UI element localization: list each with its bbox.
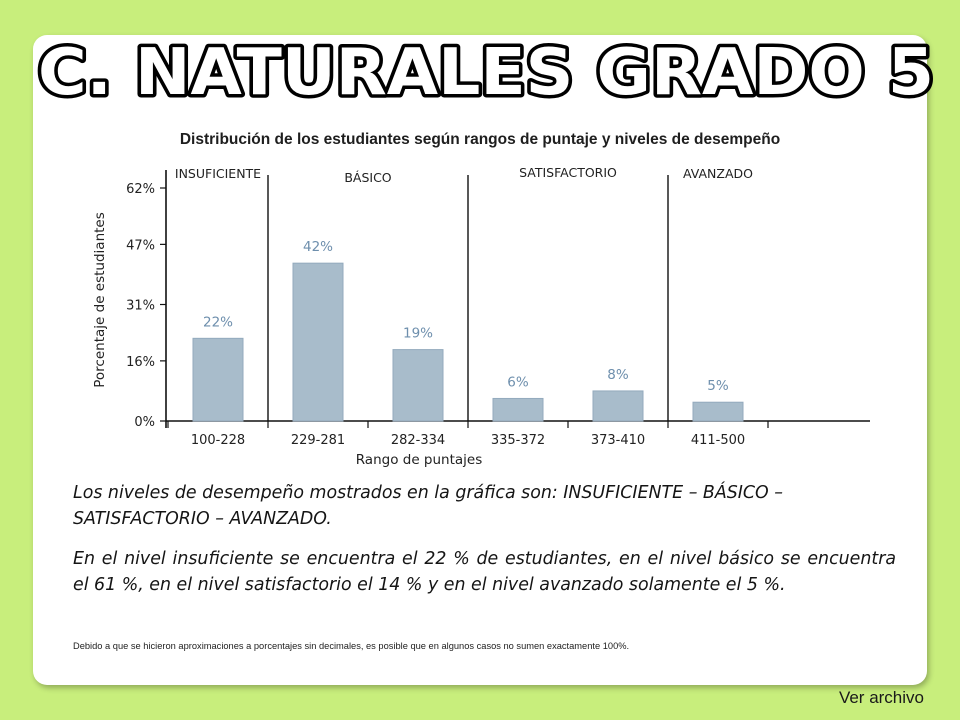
data-label: 8% — [607, 367, 629, 383]
slide-card — [33, 35, 927, 685]
bar — [492, 397, 544, 422]
bar — [592, 390, 644, 422]
x-tick-label: 100-228 — [191, 433, 245, 448]
data-label: 22% — [203, 314, 233, 330]
view-file-link[interactable]: Ver archivo — [838, 688, 924, 707]
slide-title: C. NATURALES GRADO 5 — [35, 34, 938, 114]
x-tick-label: 373-410 — [591, 433, 645, 448]
level-label: SATISFACTORIO — [519, 165, 617, 180]
data-label: 19% — [403, 326, 433, 342]
y-tick-label: 47% — [126, 238, 155, 253]
bar — [192, 337, 244, 422]
bar — [292, 262, 344, 422]
data-label: 42% — [303, 239, 333, 255]
bar — [692, 401, 744, 422]
level-label: INSUFICIENTE — [175, 166, 261, 181]
y-tick-label: 0% — [134, 415, 155, 430]
x-tick-label: 335-372 — [491, 433, 545, 448]
level-label: BÁSICO — [344, 170, 391, 185]
y-axis-title: Porcentaje de estudiantes — [92, 212, 108, 388]
x-tick-label: 229-281 — [291, 433, 345, 448]
x-axis-title: Rango de puntajes — [356, 452, 483, 468]
x-tick-label: 411-500 — [691, 433, 745, 448]
bar-chart: 0% 16% 31% 47% 62% 22% 100-228 42% 229-281 19% 282… — [92, 165, 870, 468]
data-label: 6% — [507, 374, 529, 390]
data-label: 5% — [707, 378, 729, 394]
slide-title-text: C. NATURALES GRADO 5 — [38, 36, 934, 110]
bar — [392, 349, 444, 422]
y-tick-label: 62% — [126, 182, 155, 197]
rounding-note: Debido a que se hicieron aproximaciones … — [73, 641, 630, 651]
y-tick-label: 31% — [126, 299, 155, 314]
distribution-paragraph: En el nivel insuficiente se encuentra el… — [73, 549, 896, 595]
level-label: AVANZADO — [683, 166, 753, 181]
x-tick-label: 282-334 — [391, 433, 445, 448]
chart-title: Distribución de los estudiantes según ra… — [179, 131, 781, 148]
y-tick-label: 16% — [126, 355, 155, 370]
levels-paragraph: Los niveles de desempeño mostrados en la… — [73, 483, 783, 529]
